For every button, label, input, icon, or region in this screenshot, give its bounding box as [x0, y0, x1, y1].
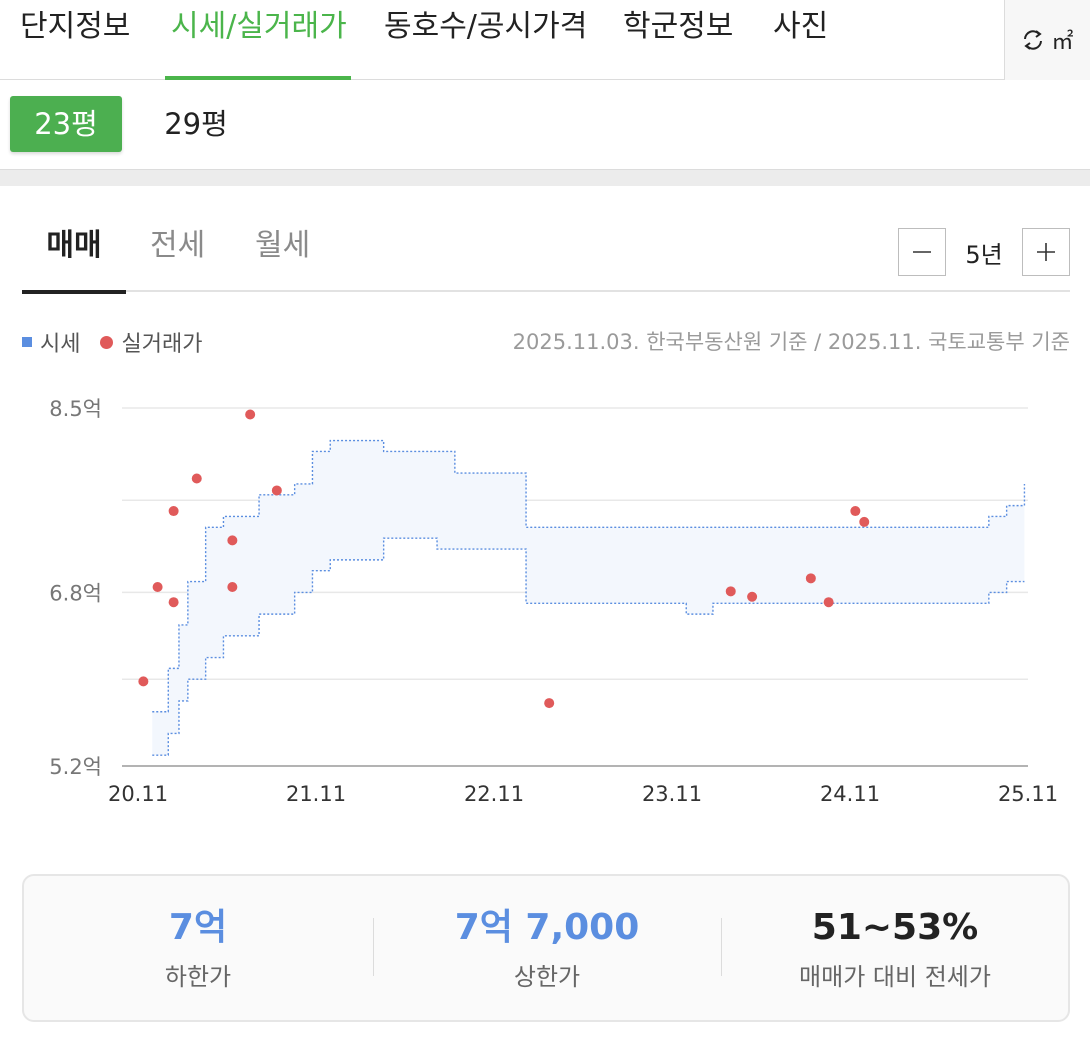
actual-price-point [271, 485, 282, 496]
lower-limit-label: 하한가 [164, 963, 232, 991]
active-tab-underline [165, 76, 351, 80]
actual-price-point [227, 535, 238, 546]
actual-price-point [227, 582, 238, 592]
deal-type-tabs: 매매 전세 월세 5년 [22, 186, 1070, 294]
actual-price-point [152, 582, 163, 592]
size-selector: 23평 29평 [0, 80, 1090, 170]
period-decrease-button[interactable] [898, 228, 946, 276]
stat-divider [721, 918, 722, 976]
data-source-note: 2025.11.03. 한국부동산원 기준 / 2025.11. 국토교통부 기… [512, 330, 1070, 354]
actual-price-legend-label: 실거래가 [121, 332, 203, 357]
actual-price-point [725, 586, 736, 597]
period-value: 5년 [965, 240, 1003, 269]
tab-school-info[interactable]: 학군정보 [623, 0, 733, 80]
actual-price-legend-marker [100, 335, 114, 349]
x-tick-label: 21.11 [286, 782, 346, 806]
tab-label: 월세 [255, 228, 311, 263]
actual-price-point [168, 597, 179, 608]
actual-price-point [191, 473, 202, 484]
unit-label: ㎡ [1051, 30, 1074, 55]
market-price-lower-line [152, 537, 1025, 756]
tab-jeonse[interactable]: 전세 [150, 186, 205, 292]
size-button-23[interactable]: 23평 [10, 96, 122, 152]
stat-divider [373, 918, 374, 976]
tab-label: 전세 [150, 228, 206, 263]
size-button-29[interactable]: 29평 [164, 107, 228, 141]
x-tick-label: 23.11 [642, 782, 702, 806]
upper-limit-label: 상한가 [513, 963, 581, 991]
actual-price-point [859, 516, 870, 527]
price-summary-card: 7억 하한가 7억 7,000 상한가 51~53% 매매가 대비 전세가 [22, 874, 1070, 1022]
actual-price-point [245, 409, 256, 420]
actual-price-point [850, 506, 861, 517]
period-control: 5년 [898, 228, 1070, 276]
lower-limit-stat: 7억 하한가 [24, 876, 372, 1020]
period-increase-button[interactable] [1022, 228, 1070, 276]
upper-limit-stat: 7억 7,000 상한가 [374, 876, 720, 1020]
tab-complex-info[interactable]: 단지정보 [20, 0, 130, 80]
actual-price-point [544, 698, 555, 709]
tab-label: 매매 [46, 228, 102, 263]
minus-icon [913, 251, 931, 253]
actual-price-point [823, 597, 834, 608]
actual-price-point [138, 676, 149, 687]
tab-label: 학군정보 [623, 9, 734, 44]
actual-price-point [805, 573, 816, 584]
x-tick-label: 24.11 [820, 782, 880, 806]
price-chart-svg: 5.2억 6.8억 8.5억 20.11 21.11 22.11 23.11 24.11 25.… [49, 397, 1058, 806]
plus-icon [1037, 243, 1055, 261]
price-chart[interactable]: 5.2억 6.8억 8.5억 20.11 21.11 22.11 23.11 24.11 25.… [0, 380, 1090, 820]
market-price-band [152, 440, 1025, 756]
jeonse-ratio-value: 51~53% [811, 907, 979, 948]
x-tick-label: 20.11 [108, 782, 168, 806]
actual-price-point [747, 591, 758, 602]
market-price-legend-label: 시세 [40, 332, 81, 357]
y-tick-label: 5.2억 [49, 755, 102, 779]
market-price-upper-line [152, 439, 1026, 713]
y-tick-label: 6.8억 [49, 581, 102, 605]
top-tab-bar: 단지정보 시세/실거래가 동호수/공시가격 학군정보 사진 ㎡ [0, 0, 1090, 80]
section-divider [0, 170, 1090, 186]
tab-photos[interactable]: 사진 [773, 0, 828, 80]
tab-label: 단지정보 [20, 9, 131, 44]
jeonse-ratio-stat: 51~53% 매매가 대비 전세가 [722, 876, 1068, 1020]
x-tick-label: 25.11 [998, 782, 1058, 806]
tab-sale[interactable]: 매매 [22, 186, 126, 294]
market-price-legend-marker [22, 337, 32, 347]
actual-price-point [168, 506, 179, 517]
chart-legend: 시세 실거래가 [22, 326, 202, 358]
tab-label: 시세/실거래가 [171, 9, 347, 44]
tab-label: 동호수/공시가격 [384, 9, 588, 44]
active-tab-underline [22, 290, 126, 294]
tab-label: 사진 [773, 9, 829, 44]
y-tick-label: 8.5억 [49, 397, 102, 421]
tab-monthly-rent[interactable]: 월세 [255, 186, 310, 292]
x-tick-label: 22.11 [464, 782, 524, 806]
lower-limit-value: 7억 [168, 907, 228, 948]
refresh-icon [1024, 30, 1043, 50]
tab-price[interactable]: 시세/실거래가 [165, 0, 351, 80]
jeonse-ratio-label: 매매가 대비 전세가 [799, 963, 991, 991]
tab-units-official-price[interactable]: 동호수/공시가격 [384, 0, 587, 80]
upper-limit-value: 7억 7,000 [454, 907, 640, 948]
unit-toggle-button[interactable]: ㎡ [1004, 0, 1090, 80]
